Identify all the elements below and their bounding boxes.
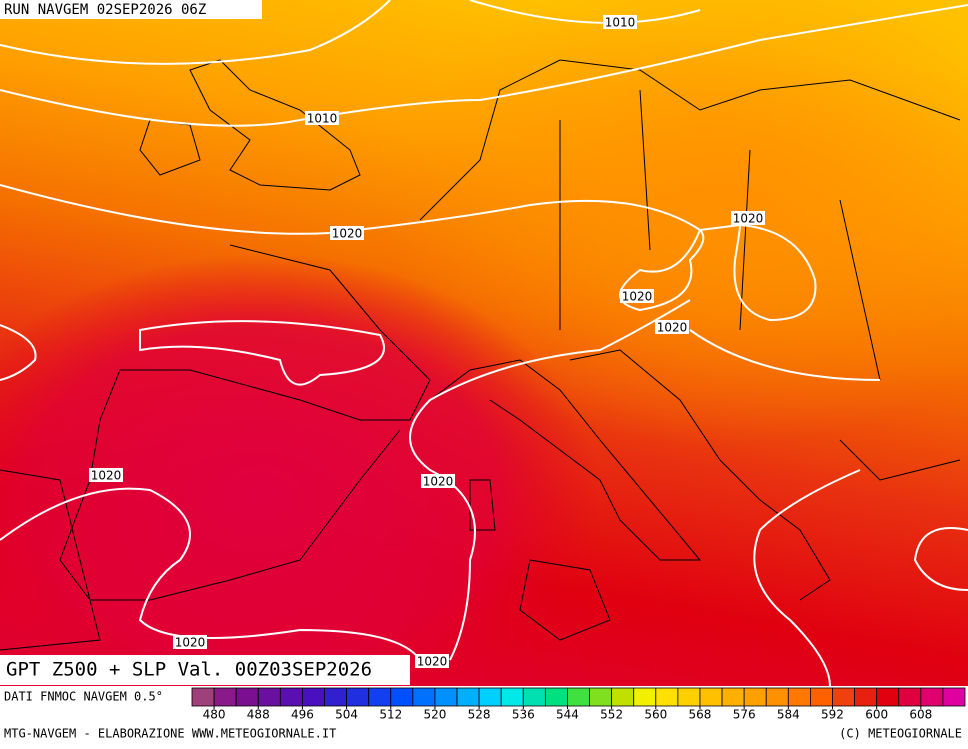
colorbar-swatch	[191, 687, 215, 707]
colorbar-swatch	[522, 687, 546, 707]
colorbar-swatch	[920, 687, 944, 707]
footer-right: (C) METEOGIORNALE	[839, 727, 962, 741]
contour-label-box	[89, 468, 123, 482]
contour-label-box	[421, 474, 455, 488]
colorbar-swatch	[898, 687, 922, 707]
colorbar-swatch	[324, 687, 347, 707]
colorbar-swatch	[765, 687, 789, 707]
field-label-box	[0, 655, 410, 685]
contour-label: 1010	[307, 112, 338, 126]
colorbar-swatch	[743, 687, 767, 707]
colorbar-tick-label: 480	[203, 708, 226, 722]
colorbar-swatch	[832, 687, 855, 707]
contour-label-box	[731, 211, 765, 225]
height-field-low	[0, 0, 968, 686]
contour-label: 1020	[332, 227, 363, 241]
contour-label: 1020	[417, 655, 448, 669]
colorbar: 480 488 496 504 512 520 528 536 544 552 560 568 576 5…	[191, 687, 966, 722]
colorbar-swatch	[302, 687, 325, 707]
contour-label: 1020	[657, 321, 688, 335]
colorbar-tick-label: 496	[291, 708, 314, 722]
colorbar-tick-label: 592	[821, 708, 844, 722]
colorbar-swatch	[434, 687, 458, 707]
isobars	[0, 0, 968, 686]
colorbar-tick-label: 560	[644, 708, 667, 722]
contour-label: 1020	[175, 636, 206, 650]
colorbar-swatch	[213, 687, 237, 707]
title-box	[0, 0, 262, 19]
contour-label-box	[620, 289, 654, 303]
colorbar-swatch	[589, 687, 613, 707]
colorbar-swatch	[235, 687, 259, 707]
run-title: RUN NAVGEM 02SEP2026 06Z	[4, 2, 206, 18]
colorbar-swatch	[567, 687, 590, 707]
footer-left: MTG-NAVGEM - ELABORAZIONE WWW.METEOGIORN…	[4, 727, 336, 741]
colorbar-tick-label: 584	[777, 708, 800, 722]
colorbar-swatch	[412, 687, 436, 707]
colorbar-tick-label: 528	[468, 708, 491, 722]
colorbar-swatch	[368, 687, 392, 707]
colorbar-tick-label: 600	[865, 708, 888, 722]
colorbar-swatch	[810, 687, 833, 707]
field-label: GPT Z500 + SLP Val. 00Z03SEP2026	[6, 659, 372, 681]
colorbar-swatch	[876, 687, 900, 707]
data-source: DATI FNMOC NAVGEM 0.5°	[4, 690, 163, 704]
colorbar-tick-label: 544	[556, 708, 579, 722]
coastlines	[0, 59, 961, 651]
colorbar-swatch	[655, 687, 679, 707]
colorbar-tick-label: 576	[733, 708, 756, 722]
colorbar-swatch	[787, 687, 811, 707]
colorbar-swatch	[677, 687, 701, 707]
colorbar-swatch	[500, 687, 524, 707]
colorbar-swatch	[611, 687, 635, 707]
colorbar-swatch	[456, 687, 480, 707]
contour-label: 1010	[605, 16, 636, 30]
colorbar-swatch	[633, 687, 657, 707]
contour-label-box	[330, 226, 364, 240]
colorbar-swatch	[854, 687, 878, 707]
colorbar-tick-label: 608	[909, 708, 932, 722]
colorbar-swatch	[544, 687, 568, 707]
contour-label-box	[655, 320, 689, 334]
colorbar-tick-label: 512	[379, 708, 402, 722]
colorbar-swatch	[478, 687, 502, 707]
colorbar-tick-label: 568	[689, 708, 712, 722]
colorbar-swatch	[279, 687, 303, 707]
contour-label: 1020	[91, 469, 122, 483]
colorbar-tick-label: 504	[335, 708, 358, 722]
colorbar-swatch	[721, 687, 745, 707]
colorbar-swatch	[699, 687, 723, 707]
contour-label-box	[415, 654, 449, 668]
colorbar-swatch	[346, 687, 370, 707]
contour-label: 1020	[733, 212, 764, 226]
colorbar-tick-label: 552	[600, 708, 623, 722]
colorbar-tick-label: 520	[423, 708, 446, 722]
contour-label-box	[173, 635, 207, 649]
colorbar-tick-label: 536	[512, 708, 535, 722]
colorbar-swatch	[257, 687, 281, 707]
contour-label-box	[603, 15, 637, 29]
colorbar-swatch	[942, 687, 966, 707]
contour-labels: 1010 1010 1020 1020 1020 1020 1020 1020 1020 1020	[89, 15, 765, 669]
contour-label-box	[305, 111, 339, 125]
map: 1010 1010 1020 1020 1020 1020 1020 1020 1020 1020…	[0, 0, 968, 687]
colorbar-swatch	[390, 687, 414, 707]
colorbar-tick-label: 488	[247, 708, 270, 722]
contour-label: 1020	[423, 475, 454, 489]
contour-label: 1020	[622, 290, 653, 304]
